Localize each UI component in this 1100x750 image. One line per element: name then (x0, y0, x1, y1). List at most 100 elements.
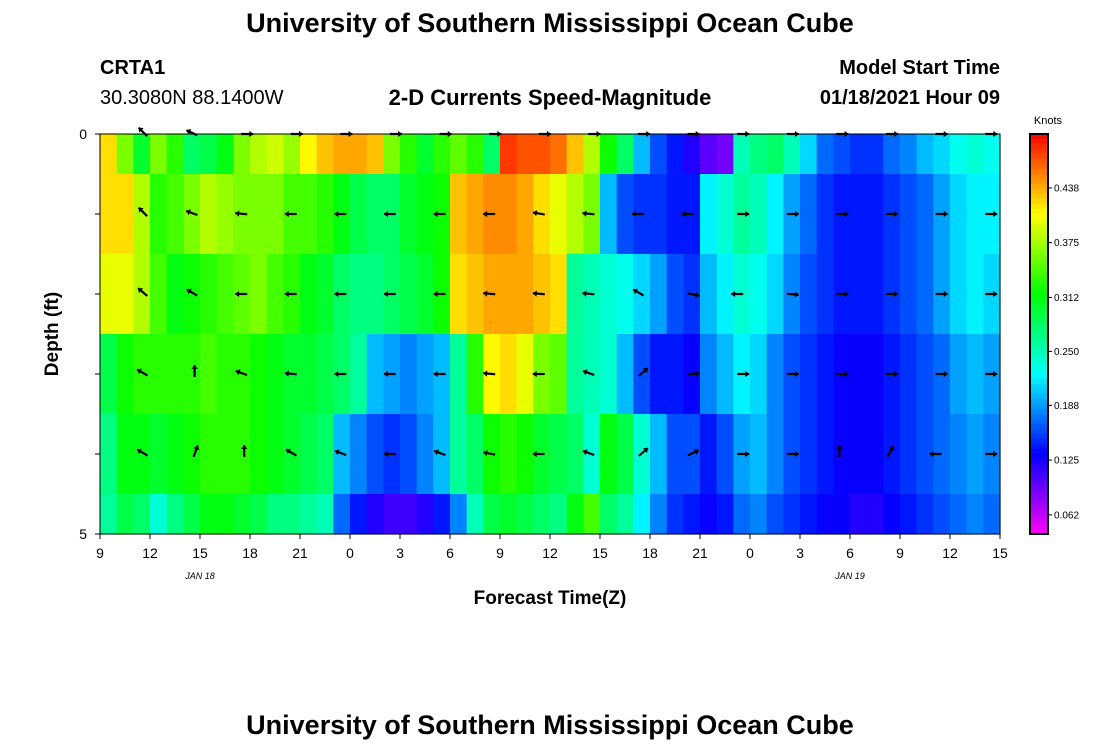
heat-cell (966, 174, 984, 255)
heat-cell (916, 494, 934, 535)
heat-cell (216, 134, 234, 175)
heat-cell (100, 414, 118, 495)
heat-cell (850, 494, 868, 535)
heat-cell (116, 494, 134, 535)
heat-cell (800, 494, 818, 535)
current-vector (439, 130, 452, 138)
x-tick-label: 6 (846, 545, 854, 561)
colorbar-segment (1030, 339, 1048, 345)
chart-title: 2-D Currents Speed-Magnitude (388, 85, 712, 110)
colorbar-segment (1030, 259, 1048, 265)
colorbar-segment (1030, 209, 1048, 215)
heat-cell (450, 174, 468, 255)
colorbar-segment (1030, 254, 1048, 260)
x-tick-label: 21 (292, 545, 308, 561)
heat-cell (816, 334, 834, 415)
heat-cell (250, 494, 268, 535)
current-vector (935, 370, 948, 378)
heat-cell (600, 334, 618, 415)
heat-cell (516, 134, 534, 175)
heat-cell (200, 414, 218, 495)
heat-cell (216, 254, 234, 335)
current-vector (687, 370, 700, 377)
current-vector (637, 447, 649, 457)
heat-cell (683, 134, 701, 175)
colorbar-segment (1030, 329, 1048, 335)
heat-cell (833, 494, 851, 535)
heat-cell (266, 254, 284, 335)
current-vector (384, 210, 396, 218)
x-tick-label: 3 (796, 545, 804, 561)
current-vector (433, 210, 446, 218)
heat-cell (933, 414, 951, 495)
heat-cell (300, 414, 318, 495)
heat-cell (133, 494, 151, 535)
y-axis-label: Depth (ft) (42, 292, 63, 376)
heat-cell (816, 174, 834, 255)
current-vector (384, 370, 396, 378)
x-tick-label: 15 (992, 545, 1008, 561)
heat-cell (100, 134, 118, 175)
current-vector (137, 126, 148, 137)
heat-cell (500, 334, 518, 415)
heat-cell (816, 414, 834, 495)
current-vector (638, 130, 650, 138)
heat-cell (566, 254, 584, 335)
heat-cell (600, 414, 618, 495)
heat-cell (150, 494, 168, 535)
heat-cell (966, 494, 984, 535)
colorbar-segment (1030, 159, 1048, 165)
heat-cell (916, 174, 934, 255)
heat-cell (250, 174, 268, 255)
heat-cell (116, 334, 134, 415)
heat-cell (233, 134, 251, 175)
heat-cell (466, 134, 484, 175)
heat-cell (900, 134, 918, 175)
colorbar-segment (1030, 199, 1048, 205)
heat-cell (816, 254, 834, 335)
heat-cell (166, 134, 184, 175)
heat-cell (350, 174, 368, 255)
heat-cell (300, 334, 318, 415)
heat-cell (416, 414, 434, 495)
current-vector (687, 291, 700, 299)
heat-cell (400, 174, 418, 255)
colorbar-segment (1030, 334, 1048, 340)
current-vector (985, 370, 998, 378)
heat-cell (416, 174, 434, 255)
current-vector (532, 450, 545, 458)
heat-cell (316, 134, 334, 175)
heat-cell (883, 134, 901, 175)
date-label: JAN 18 (184, 571, 215, 581)
page-title: University of Southern Mississippi Ocean… (246, 8, 854, 38)
heat-cell (666, 334, 684, 415)
heat-cell (766, 174, 784, 255)
heat-cell (383, 134, 401, 175)
colorbar-segment (1030, 189, 1048, 195)
heat-cell (316, 414, 334, 495)
current-vector (632, 288, 645, 297)
current-vector (786, 370, 799, 378)
heat-cell (133, 334, 151, 415)
colorbar-segment (1030, 399, 1048, 405)
heat-cell (783, 494, 801, 535)
heat-cell (466, 254, 484, 335)
heat-cell (750, 494, 768, 535)
heat-cell (600, 254, 618, 335)
heat-cell (550, 174, 568, 255)
heat-cell (483, 134, 501, 175)
heat-cell (900, 494, 918, 535)
heat-cell (116, 134, 134, 175)
heat-cell (450, 134, 468, 175)
heat-cell (683, 494, 701, 535)
heat-cell (266, 334, 284, 415)
heat-cell (766, 334, 784, 415)
colorbar-segment (1030, 319, 1048, 325)
heat-cell (300, 494, 318, 535)
heat-cell (733, 134, 751, 175)
heat-cell (516, 494, 534, 535)
colorbar-tick-label: 0.188 (1054, 401, 1079, 412)
colorbar-segment (1030, 404, 1048, 410)
heat-cell (250, 134, 268, 175)
colorbar-segment (1030, 279, 1048, 285)
